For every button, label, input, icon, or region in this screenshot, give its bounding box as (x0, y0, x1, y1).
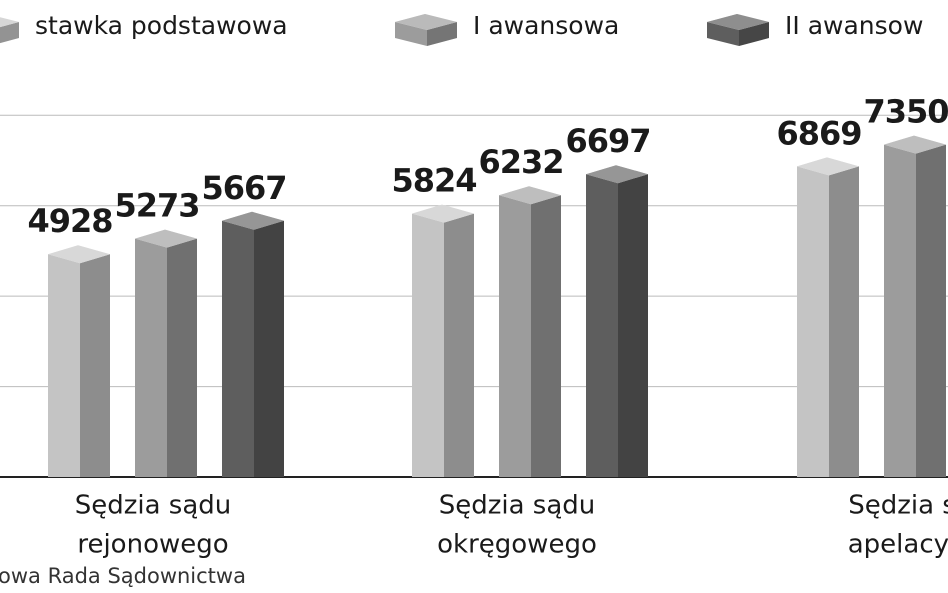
bar-front (222, 220, 254, 477)
value-label: 4928 (27, 202, 112, 240)
legend-icon-side (0, 22, 19, 44)
bar (135, 229, 197, 477)
bar-top-hl (222, 211, 284, 230)
bar-top-hl (586, 165, 648, 184)
legend-icon-top-hl (707, 14, 769, 30)
bar-top (48, 245, 110, 264)
value-label: 6697 (565, 122, 650, 160)
legend-icon (707, 14, 769, 46)
category-label: Sędzia s (848, 491, 948, 521)
value-label: 5273 (114, 187, 199, 225)
bar (48, 245, 110, 477)
bar-side (80, 254, 110, 477)
bar-side-shade (80, 254, 110, 477)
category-label: Sędzia sądu (439, 491, 596, 521)
bar-side (254, 220, 284, 477)
category-label: rejonowego (77, 530, 228, 560)
category-label: Sędzia sądu (75, 491, 232, 521)
value-label: 6232 (478, 143, 563, 181)
bar-top-hl (884, 135, 946, 154)
legend-icon-top-hl (0, 17, 19, 28)
value-label: 5667 (201, 169, 286, 207)
value-label: 6869 (776, 114, 861, 152)
bar-front (797, 166, 829, 477)
value-label: 5824 (391, 162, 476, 200)
bar (499, 186, 561, 477)
bar-side-shade (167, 238, 197, 477)
legend-label: II awansow (785, 11, 923, 40)
legend-icon-shade (0, 22, 19, 44)
bar-top (586, 165, 648, 184)
bar-top (222, 211, 284, 230)
bar-front (48, 254, 80, 477)
bar-top-hl (797, 157, 859, 176)
legend-label: stawka podstawowa (35, 11, 288, 40)
bar-side (618, 174, 648, 477)
bar-side (444, 213, 474, 477)
bar (412, 204, 474, 477)
bar-front (135, 238, 167, 477)
bar-side-shade (444, 213, 474, 477)
bar (884, 135, 946, 477)
bar-top (499, 186, 561, 205)
bar-side (167, 238, 197, 477)
legend-icon-top (0, 17, 19, 28)
bar (222, 211, 284, 477)
bar-front (499, 195, 531, 477)
bar-side-shade (531, 195, 561, 477)
bar-side-shade (829, 166, 859, 477)
bar-side (531, 195, 561, 477)
bar-top (884, 135, 946, 154)
bar-top (797, 157, 859, 176)
legend-icon-top (707, 14, 769, 30)
legend-icon-top-hl (395, 14, 457, 30)
bar-side-shade (916, 144, 946, 477)
bar-side-shade (618, 174, 648, 477)
source: owa Rada Sądownictwa (0, 564, 246, 588)
category-label: apelacyj (848, 530, 948, 560)
legend-icon-top (395, 14, 457, 30)
bar-side (829, 166, 859, 477)
bar (586, 165, 648, 477)
bar-top-hl (48, 245, 110, 264)
value-label: 7350 (863, 93, 948, 131)
bar-top-hl (135, 229, 197, 248)
bar-side-shade (254, 220, 284, 477)
bar-top (135, 229, 197, 248)
bar-front (586, 174, 618, 477)
bar-top-hl (412, 204, 474, 223)
bar-top (412, 204, 474, 223)
legend-icon (395, 14, 457, 46)
bar-top-hl (499, 186, 561, 205)
legend-icon (0, 17, 19, 44)
bar-side (916, 144, 946, 477)
bar (797, 157, 859, 477)
bar-front (884, 144, 916, 477)
bar-front (412, 213, 444, 477)
legend-label: I awansowa (473, 11, 619, 40)
category-label: okręgowego (437, 530, 597, 560)
